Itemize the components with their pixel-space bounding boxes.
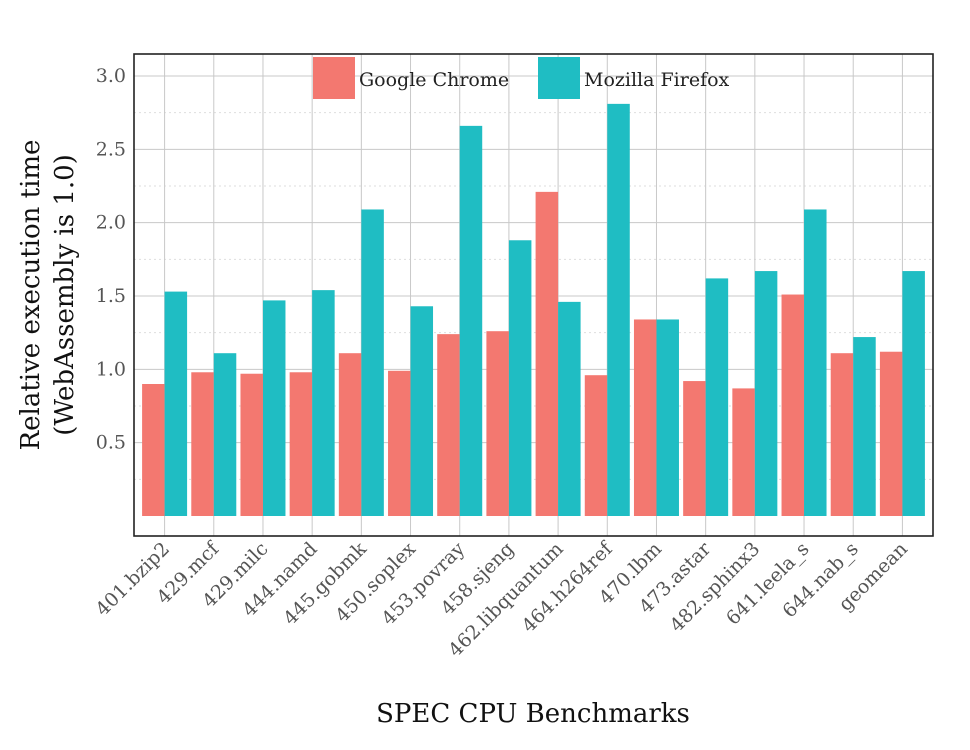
bar-chrome-429.mcf [191, 372, 214, 516]
legend-swatch-chrome [313, 57, 355, 99]
legend: Google Chrome Mozilla Firefox [313, 57, 730, 99]
x-axis-title: SPEC CPU Benchmarks [376, 699, 690, 729]
bar-firefox-641.leela_s [804, 209, 827, 516]
bar-chrome-445.gobmk [338, 353, 362, 516]
y-tick-label: 1.5 [96, 285, 126, 307]
legend-label-firefox: Mozilla Firefox [584, 69, 730, 91]
y-axis-title-line-2: (WebAssembly is 1.0) [50, 154, 80, 436]
bar-firefox-geomean [902, 271, 925, 516]
bar-chrome-464.h264ref [584, 375, 608, 516]
bar-firefox-444.namd [312, 290, 335, 516]
bar-firefox-644.nab_s [853, 337, 876, 516]
bar-chrome-429.milc [240, 373, 263, 516]
bar-firefox-462.libquantum [558, 301, 581, 516]
y-tick-label: 3.0 [96, 65, 126, 87]
bar-chrome-473.astar [683, 381, 706, 516]
y-tick-labels: 0.5 1.0 1.5 2.0 2.5 3.0 [96, 65, 126, 454]
bar-chrome-482.sphinx3 [732, 388, 755, 516]
bar-firefox-458.sjeng [508, 240, 532, 516]
bar-firefox-401.bzip2 [164, 291, 188, 516]
y-axis-title-line-1: Relative execution time [16, 140, 46, 451]
bar-firefox-470.lbm [656, 319, 679, 516]
bar-chrome-444.namd [289, 372, 313, 516]
y-tick-label: 0.5 [96, 432, 126, 454]
bar-chrome-450.soplex [388, 370, 411, 516]
plot-frame [133, 53, 934, 537]
bar-firefox-445.gobmk [361, 209, 384, 516]
y-tick-label: 2.0 [96, 212, 126, 234]
bar-firefox-482.sphinx3 [754, 271, 778, 516]
bar-firefox-453.povray [459, 125, 483, 516]
x-tick-label: 401.bzip2 [92, 538, 175, 621]
bar-firefox-473.astar [705, 278, 729, 516]
bar-firefox-429.milc [262, 300, 286, 516]
bar-chrome-geomean [879, 351, 903, 516]
y-tick-label: 2.5 [96, 138, 126, 160]
bar-chrome-462.libquantum [535, 191, 559, 516]
legend-swatch-firefox [538, 57, 580, 99]
bar-chrome-470.lbm [633, 319, 657, 516]
bar-chrome-401.bzip2 [142, 384, 165, 516]
bars [142, 103, 925, 516]
bar-chrome-453.povray [437, 334, 460, 516]
bar-firefox-450.soplex [410, 306, 434, 516]
bar-firefox-429.mcf [213, 353, 237, 516]
x-tick-labels: 401.bzip2429.mcf429.milc444.namd445.gobm… [92, 537, 912, 662]
y-tick-label: 1.0 [96, 358, 126, 380]
bar-chrome-644.nab_s [830, 353, 854, 516]
bar-firefox-464.h264ref [607, 103, 630, 516]
bar-chrome-458.sjeng [486, 331, 509, 516]
bar-chrome-641.leela_s [781, 294, 805, 516]
legend-label-chrome: Google Chrome [359, 69, 509, 91]
